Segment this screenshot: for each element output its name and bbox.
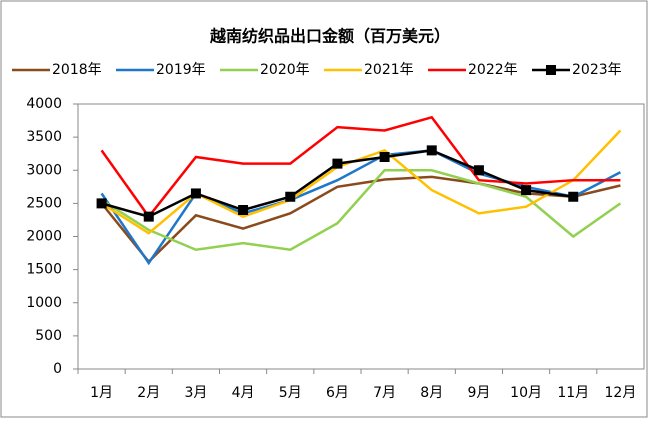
legend-label: 2022年 (468, 62, 518, 78)
series-line (100, 115, 621, 219)
marker (96, 198, 107, 209)
chart-title: 越南纺织品出口金额（百万美元） (209, 27, 450, 46)
x-tick-label: 9月 (467, 385, 490, 401)
legend-label: 2020年 (260, 62, 310, 78)
marker (473, 165, 484, 176)
y-tick-label: 0 (53, 361, 62, 377)
x-tick-label: 8月 (420, 385, 443, 401)
marker (332, 158, 343, 169)
y-tick-label: 3000 (26, 162, 62, 178)
series-line (100, 175, 621, 264)
y-tick-label: 1500 (26, 262, 62, 278)
series-line (100, 129, 622, 235)
legend-marker (546, 65, 556, 75)
x-tick-label: 11月 (557, 385, 589, 401)
y-tick-label: 2500 (26, 195, 62, 211)
marker (190, 188, 201, 199)
legend-label: 2018年 (52, 62, 102, 78)
marker (379, 152, 390, 162)
y-tick-label: 3500 (26, 129, 62, 145)
x-tick-label: 5月 (279, 385, 302, 401)
x-tick-label: 1月 (90, 385, 113, 401)
legend-label: 2021年 (364, 62, 414, 78)
x-tick-label: 6月 (326, 385, 349, 401)
marker (521, 185, 532, 196)
y-tick-label: 1000 (26, 295, 62, 311)
x-tick-label: 4月 (232, 385, 255, 401)
marker (568, 191, 579, 202)
y-tick-label: 2000 (26, 229, 62, 245)
x-tick-label: 12月 (605, 385, 637, 401)
x-tick-label: 2月 (137, 385, 160, 401)
y-tick-label: 4000 (26, 96, 62, 112)
marker (238, 205, 249, 215)
marker (143, 211, 154, 222)
x-tick-label: 3月 (184, 385, 207, 401)
series-line (100, 149, 621, 266)
x-tick-label: 7月 (373, 385, 396, 401)
marker (426, 145, 437, 156)
marker (285, 191, 296, 202)
x-tick-label: 10月 (510, 385, 542, 401)
legend-label: 2023年 (572, 62, 622, 78)
y-tick-label: 500 (35, 328, 62, 344)
legend-label: 2019年 (156, 62, 206, 78)
